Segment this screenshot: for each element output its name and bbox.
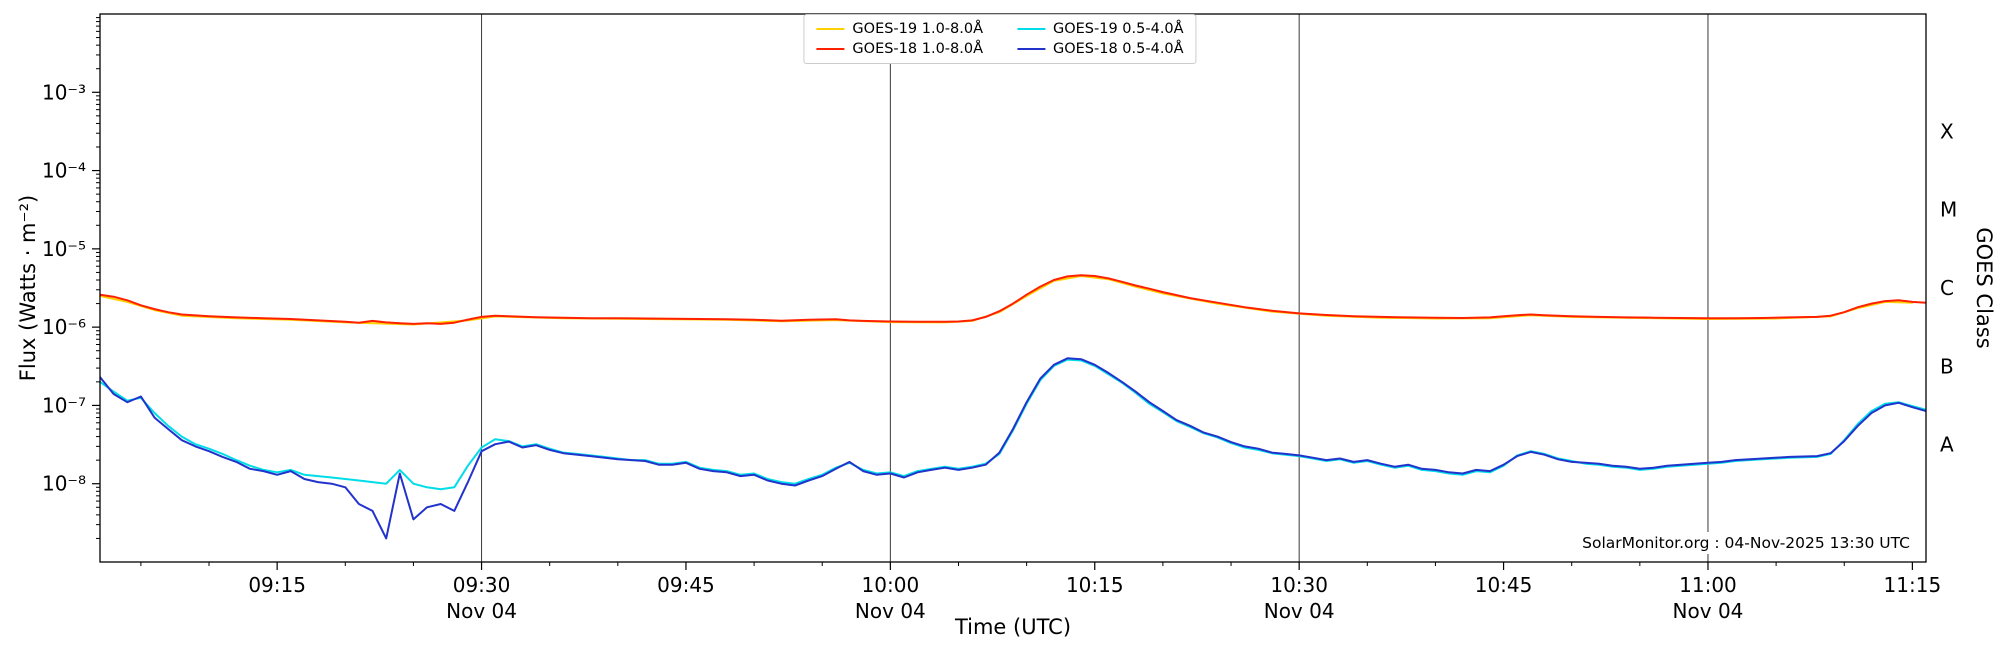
legend-line-swatch (816, 48, 845, 50)
tick-label: 09:45 (657, 573, 715, 597)
right-axis-label: GOES Class (1972, 227, 1996, 349)
tick-label: 10⁻⁵ (42, 237, 86, 261)
tick-label: 09:30 (453, 573, 511, 597)
tick-label: 10:15 (1066, 573, 1124, 597)
class-label-m: M (1940, 198, 1957, 222)
legend-item: GOES-19 0.5-4.0Å (1017, 21, 1184, 37)
legend-item: GOES-19 1.0-8.0Å (816, 21, 983, 37)
legend-line-swatch (1017, 48, 1045, 50)
legend-label: GOES-18 1.0-8.0Å (852, 41, 983, 57)
tick-label: 10⁻⁷ (42, 393, 86, 417)
series-lines (100, 274, 1926, 540)
legend-item: GOES-18 0.5-4.0Å (1017, 41, 1184, 57)
plot-border (99, 13, 1927, 563)
axis-ticks: 09:15 09:30 09:45 10:00 10:15 10:30 10:45 11:00… (42, 17, 1942, 623)
series-goes-18-0-5-4-0- (100, 357, 1926, 540)
tick-label: 09:15 (248, 573, 306, 597)
tick-label: 10:45 (1475, 573, 1533, 597)
tick-label: 10⁻⁴ (42, 159, 86, 183)
legend-line-swatch (816, 28, 845, 30)
class-label-c: C (1940, 276, 1954, 300)
legend-item: GOES-18 1.0-8.0Å (816, 41, 983, 57)
tick-label: Nov 04 (1264, 599, 1335, 623)
y-axis-label: Flux (Watts · m⁻²) (16, 194, 40, 382)
goes-class-labels: X M C B A (1940, 119, 1957, 456)
tick-label: 10⁻⁸ (42, 472, 86, 496)
series-goes-19-0-5-4-0- (100, 358, 1926, 491)
tick-label: Nov 04 (446, 599, 517, 623)
tick-label: 10⁻⁶ (42, 315, 86, 339)
source-annotation: SolarMonitor.org : 04-Nov-2025 13:30 UTC (1578, 532, 1914, 554)
tick-label: 11:00 (1679, 573, 1737, 597)
tick-label: 11:15 (1884, 573, 1942, 597)
tick-label: 10:30 (1270, 573, 1328, 597)
legend: GOES-19 1.0-8.0Å GOES-18 1.0-8.0Å GOES-19 … (803, 14, 1197, 64)
legend-line-swatch (1017, 28, 1045, 30)
class-label-x: X (1940, 119, 1954, 143)
legend-label: GOES-19 0.5-4.0Å (1053, 21, 1184, 37)
x-axis-label: Time (UTC) (954, 615, 1072, 639)
tick-label: Nov 04 (1673, 599, 1744, 623)
legend-label: GOES-19 1.0-8.0Å (852, 21, 983, 37)
vertical-gridlines (481, 14, 1709, 562)
tick-label: 10:00 (862, 573, 920, 597)
series-goes-18-1-0-8-0- (100, 274, 1926, 325)
tick-label: 10⁻³ (42, 80, 86, 104)
class-label-a: A (1940, 433, 1954, 457)
legend-label: GOES-18 0.5-4.0Å (1053, 41, 1184, 57)
tick-label: Nov 04 (855, 599, 926, 623)
class-label-b: B (1940, 354, 1954, 378)
